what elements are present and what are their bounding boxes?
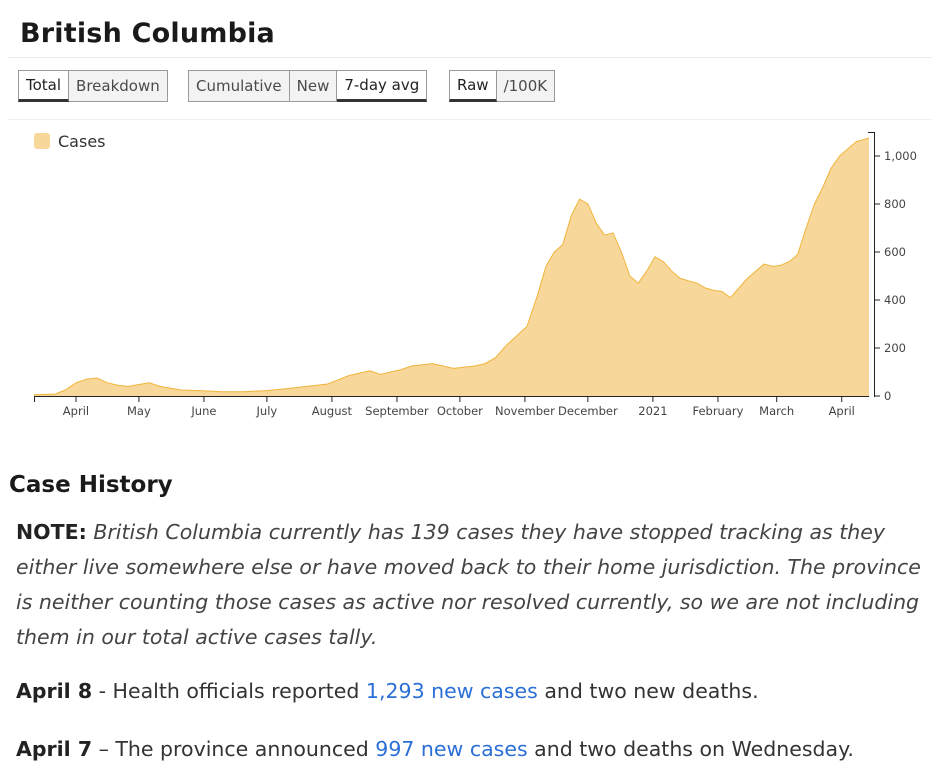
- chart-divider: [8, 119, 932, 120]
- x-tick-label: February: [692, 404, 743, 418]
- new-button[interactable]: New: [289, 70, 338, 102]
- entry-date: April 7: [16, 737, 93, 761]
- title-divider: [8, 57, 932, 58]
- x-tick-label: November: [495, 404, 555, 418]
- page-title: British Columbia: [20, 18, 275, 49]
- cases-line: [33, 137, 870, 396]
- entry-date: April 8: [16, 679, 93, 703]
- new-cases-link[interactable]: 997 new cases: [375, 737, 528, 761]
- x-tick-label: July: [256, 404, 278, 418]
- cases-area-chart: April May June July August September October No…: [33, 132, 917, 418]
- legend-label-cases[interactable]: Cases: [58, 132, 106, 151]
- y-tick-label: 400: [884, 293, 906, 307]
- history-entry: April 7 – The province announced 997 new…: [16, 737, 936, 761]
- entry-suffix: and two deaths on Wednesday.: [527, 737, 854, 761]
- x-tick-label: August: [312, 404, 353, 418]
- seven-day-avg-button[interactable]: 7-day avg: [337, 70, 428, 102]
- entry-prefix: – The province announced: [92, 737, 376, 761]
- cases-area: [34, 138, 869, 396]
- cumulative-button[interactable]: Cumulative: [188, 70, 290, 102]
- y-tick-label: 600: [884, 245, 906, 259]
- x-tick-label: 2021: [638, 404, 667, 418]
- scale-toggle-group: Raw /100K: [449, 70, 556, 102]
- y-tick-label: 800: [884, 197, 906, 211]
- case-history-note: NOTE: British Columbia currently has 139…: [16, 515, 926, 655]
- history-entry: April 8 - Health officials reported 1,29…: [16, 679, 936, 703]
- x-tick-label: May: [127, 404, 151, 418]
- x-tick-label: April: [63, 404, 89, 418]
- total-button[interactable]: Total: [18, 70, 70, 102]
- entry-suffix: and two new deaths.: [537, 679, 759, 703]
- case-history-title: Case History: [9, 472, 173, 498]
- y-tick-label: 1,000: [884, 149, 917, 163]
- note-label: NOTE:: [16, 520, 87, 544]
- y-tick-label: 0: [884, 389, 891, 403]
- note-text: British Columbia currently has 139 cases…: [16, 520, 921, 649]
- mode-toggle-group: Cumulative New 7-day avg: [188, 70, 428, 102]
- x-tick-label: June: [190, 404, 216, 418]
- x-tick-label: October: [437, 404, 483, 418]
- x-tick-label: September: [365, 404, 429, 418]
- entry-prefix: - Health officials reported: [92, 679, 366, 703]
- per-100k-button[interactable]: /100K: [496, 70, 556, 102]
- x-tick-label: December: [558, 404, 618, 418]
- breakdown-button[interactable]: Breakdown: [69, 70, 168, 102]
- x-tick-label: April: [829, 404, 855, 418]
- new-cases-link[interactable]: 1,293 new cases: [365, 679, 538, 703]
- legend-swatch-cases[interactable]: [34, 133, 50, 149]
- y-tick-label: 200: [884, 341, 906, 355]
- view-toggle-group: Total Breakdown: [18, 70, 168, 102]
- x-tick-label: March: [759, 404, 794, 418]
- raw-button[interactable]: Raw: [449, 70, 497, 102]
